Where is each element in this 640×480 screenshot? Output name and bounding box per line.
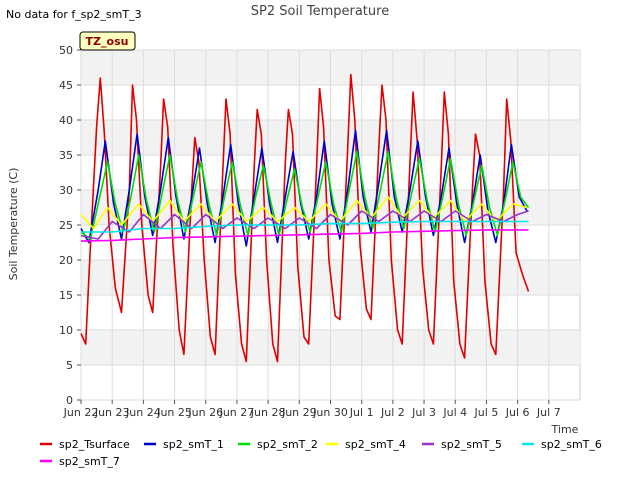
y-tick-label: 30 <box>59 184 73 197</box>
series-line-sp2_smT_5 <box>80 210 529 240</box>
series-line-sp2_smT_7 <box>80 229 529 242</box>
x-tick-label: Jul 6 <box>505 406 530 419</box>
legend-label-sp2_smT_5: sp2_smT_5 <box>441 438 502 451</box>
y-tick-label: 35 <box>59 149 73 162</box>
x-tick-label: Jun 27 <box>219 406 255 419</box>
y-tick-label: 5 <box>66 359 73 372</box>
x-tick-label: Jun 30 <box>312 406 348 419</box>
timezone-badge-label: TZ_osu <box>86 35 129 48</box>
y-axis-ticks: 0 5 10 15 20 25 30 35 40 45 50 <box>59 44 81 407</box>
x-tick-label: Jul 7 <box>536 406 561 419</box>
x-tick-label: Jul 1 <box>349 406 374 419</box>
legend-label-sp2_Tsurface: sp2_Tsurface <box>59 438 130 451</box>
chart-title: SP2 Soil Temperature <box>251 4 389 19</box>
x-tick-label: Jun 23 <box>94 406 130 419</box>
series-line-sp2_smT_4 <box>80 196 528 230</box>
x-tick-label: Jun 26 <box>187 406 223 419</box>
y-tick-label: 20 <box>59 254 73 267</box>
series-line-sp2_smT_6 <box>81 220 529 233</box>
y-axis-label: Soil Temperature (C) <box>7 168 20 281</box>
series-group <box>80 73 530 363</box>
grid <box>80 49 580 401</box>
x-tick-label: Jun 24 <box>125 406 161 419</box>
legend-label-sp2_smT_6: sp2_smT_6 <box>541 438 602 451</box>
y-tick-label: 50 <box>59 44 73 57</box>
y-tick-label: 25 <box>59 219 73 232</box>
x-tick-label: Jul 4 <box>442 406 467 419</box>
x-tick-label: Jul 2 <box>380 406 405 419</box>
y-tick-label: 40 <box>59 114 73 127</box>
x-tick-label: Jun 25 <box>156 406 192 419</box>
y-tick-label: 45 <box>59 79 73 92</box>
x-axis-label: Time <box>551 423 579 436</box>
legend-label-sp2_smT_7: sp2_smT_7 <box>59 455 120 468</box>
series-line-sp2_Tsurface <box>80 73 530 363</box>
legend-label-sp2_smT_2: sp2_smT_2 <box>257 438 318 451</box>
legend: sp2_Tsurface sp2_smT_1 sp2_smT_2 sp2_smT_4 s… <box>40 438 602 468</box>
x-tick-label: Jul 5 <box>474 406 499 419</box>
no-data-note: No data for f_sp2_smT_3 <box>6 8 142 21</box>
legend-label-sp2_smT_4: sp2_smT_4 <box>345 438 406 451</box>
y-tick-label: 15 <box>59 289 73 302</box>
legend-label-sp2_smT_1: sp2_smT_1 <box>163 438 224 451</box>
y-tick-label: 0 <box>66 394 73 407</box>
x-tick-label: Jun 28 <box>250 406 286 419</box>
x-tick-label: Jun 29 <box>281 406 317 419</box>
timezone-badge: TZ_osu <box>79 31 136 51</box>
x-tick-label: Jul 3 <box>411 406 436 419</box>
y-tick-label: 10 <box>59 324 73 337</box>
x-tick-label: Jun 22 <box>63 406 99 419</box>
